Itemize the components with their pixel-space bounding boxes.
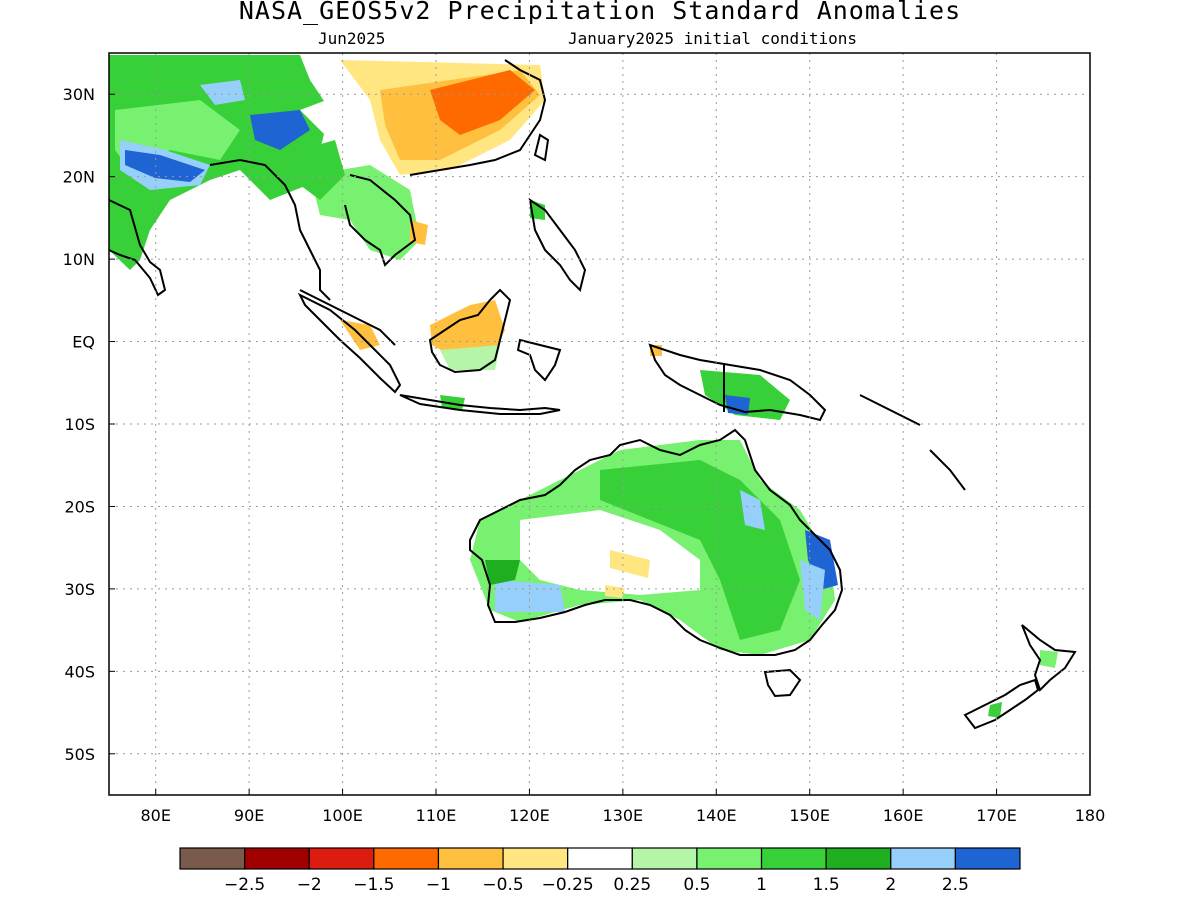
colorbar-swatch [631, 847, 698, 870]
colorbar-label: −0.25 [542, 875, 594, 895]
anomaly-region-east-australia [805, 530, 838, 590]
coastline-indochina [299, 174, 417, 346]
colorbar-swatch [760, 847, 827, 870]
lon-tick-label: 160E [883, 806, 924, 825]
colorbar-swatch [696, 847, 763, 870]
colorbar-label: −2 [297, 875, 322, 895]
lat-tick-label: 10S [64, 415, 95, 434]
anomaly-region-east-australia-2 [800, 560, 825, 620]
anomaly-region-southwest-australia [495, 580, 565, 612]
anomaly-region-tibet-blue [250, 110, 310, 150]
lon-tick-label: 100E [322, 806, 363, 825]
anomaly-region-southwest-australia-dark [485, 560, 520, 585]
anomaly-region-india-east [125, 150, 205, 182]
lat-tick-label: 40S [64, 662, 95, 681]
lon-tick-label: 170E [976, 806, 1017, 825]
colorbar-label: −0.5 [482, 875, 523, 895]
colorbar: −2.5 −2 −1.5 −1 −0.5 −0.25 0.25 0.5 1 1.5 2 2.5 [179, 847, 1021, 895]
colorbar-swatch [373, 847, 440, 870]
anomaly-region-tibet-blue2 [200, 80, 245, 105]
coastlines [109, 59, 1077, 730]
colorbar-label: −1.5 [353, 875, 394, 895]
anomaly-region-central-australia [610, 550, 650, 578]
anomaly-region-new-guinea [725, 395, 750, 415]
anomaly-region-indochina-dark [300, 140, 345, 200]
anomaly-region-java [440, 395, 465, 410]
coastline-new-zealand-south [963, 678, 1040, 730]
anomaly-region-philippines [530, 200, 545, 220]
colorbar-swatch [437, 847, 504, 870]
colorbar-label: 1 [756, 875, 767, 895]
colorbar-swatch [890, 847, 956, 870]
anomaly-region-new-zealand [988, 702, 1002, 718]
lon-tick-label: 180 [1075, 806, 1106, 825]
lat-tick-label: 10N [63, 250, 95, 269]
lat-tick-label: EQ [72, 333, 95, 352]
coastline-sumatra [297, 292, 402, 394]
colorbar-swatch [825, 847, 892, 870]
graticule [109, 53, 1090, 795]
coastline-solomons [859, 394, 966, 491]
longitude-axis: 80E 90E 100E 110E 120E 130E 140E 150E 160E 170E 18… [140, 789, 1105, 825]
lon-tick-label: 130E [603, 806, 644, 825]
lon-tick-label: 120E [509, 806, 550, 825]
initial-conditions: January2025 initial conditions [568, 29, 857, 48]
lon-tick-label: 110E [416, 806, 457, 825]
anomaly-region-new-guinea-green [700, 370, 790, 420]
coastline-new-zealand-north [1021, 624, 1077, 692]
anomaly-region-central-australia2 [605, 585, 625, 598]
anomaly-region-south-china [430, 70, 535, 135]
anomaly-region-borneo [430, 300, 505, 355]
anomaly-region-new-zealand-north [1040, 650, 1058, 668]
lon-tick-label: 150E [789, 806, 830, 825]
anomaly-field [109, 55, 1058, 718]
coastline-borneo [428, 288, 512, 374]
anomaly-region-east-australia-light [740, 490, 765, 530]
coastline-sulawesi [516, 338, 562, 382]
anomaly-region-indochina [310, 165, 420, 260]
colorbar-swatch [244, 847, 310, 870]
colorbar-label: 0.5 [683, 875, 710, 895]
lat-tick-label: 20N [63, 168, 95, 187]
colorbar-swatch [502, 847, 569, 870]
lat-tick-label: 20S [64, 497, 95, 516]
coastline-tasmania [763, 668, 802, 698]
colorbar-swatch [567, 847, 633, 870]
anomaly-region-borneo-green [440, 345, 500, 370]
colorbar-label: 1.5 [813, 875, 840, 895]
coastline-south-china [409, 59, 547, 176]
forecast-month: Jun2025 [318, 29, 386, 48]
colorbar-swatch [179, 847, 246, 870]
colorbar-label: 0.25 [613, 875, 651, 895]
colorbar-label: −2.5 [224, 875, 265, 895]
lon-tick-label: 80E [140, 806, 170, 825]
lat-tick-label: 30S [64, 580, 95, 599]
coastline-australia [469, 428, 844, 656]
lon-tick-label: 140E [696, 806, 737, 825]
lat-tick-label: 30N [63, 85, 95, 104]
coastline-bay-of-bengal [209, 158, 331, 301]
coastline-india [109, 199, 167, 297]
lat-tick-label: 50S [64, 745, 95, 764]
coastline-java [399, 394, 561, 415]
colorbar-label: −1 [426, 875, 451, 895]
colorbar-label: 2.5 [942, 875, 969, 895]
map-title: NASA_GEOS5v2 Precipitation Standard Anom… [238, 0, 962, 25]
latitude-axis: 30N 20N 10N EQ 10S 20S 30S 40S 50S [63, 85, 115, 764]
lon-tick-label: 90E [234, 806, 264, 825]
colorbar-swatch [308, 847, 375, 870]
coastline-philippines [528, 197, 587, 292]
coastline-taiwan [533, 133, 550, 162]
colorbar-label: 2 [885, 875, 896, 895]
colorbar-swatch [954, 847, 1021, 870]
